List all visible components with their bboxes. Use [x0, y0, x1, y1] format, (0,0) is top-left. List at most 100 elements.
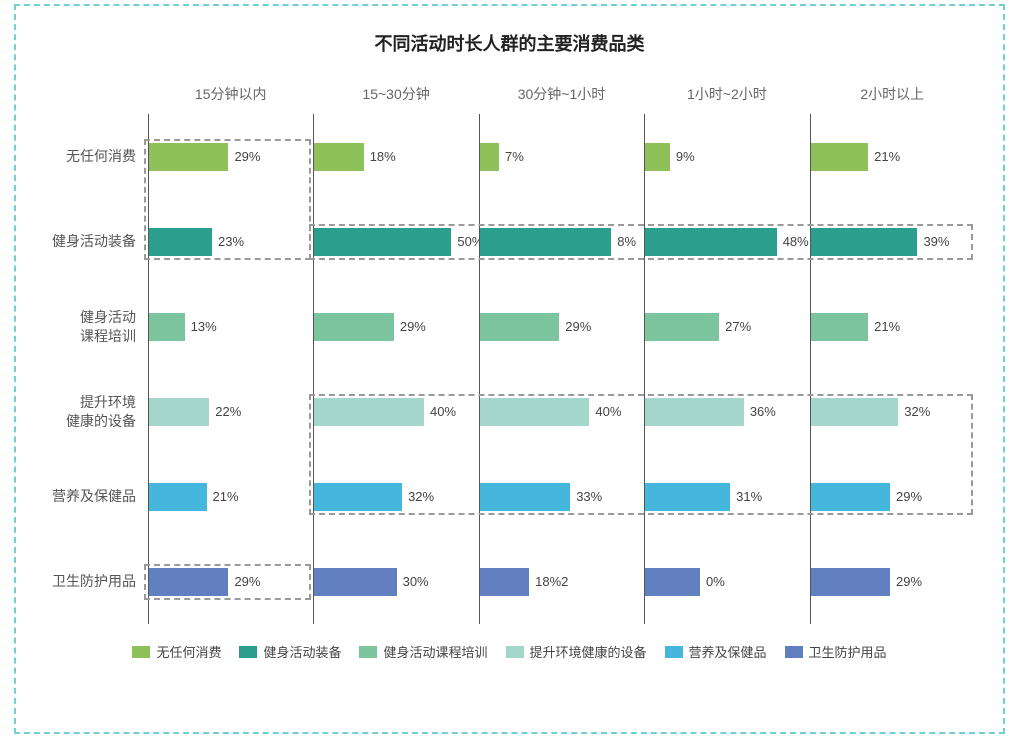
column-header: 15~30分钟 [313, 84, 478, 114]
bar-wrap: 48% [645, 228, 809, 256]
column-header: 30分钟~1小时 [479, 84, 644, 114]
chart-cell: 29% [479, 284, 644, 369]
value-label: 21% [213, 489, 239, 504]
chart-cell: 13% [148, 284, 313, 369]
value-label: 18%2 [535, 574, 568, 589]
chart-cell: 18%2 [479, 539, 644, 624]
bar [480, 483, 570, 511]
chart-cell: 22% [148, 369, 313, 454]
chart-cell: 29% [810, 539, 975, 624]
bar-wrap: 21% [149, 483, 313, 511]
value-label: 21% [874, 319, 900, 334]
value-label: 22% [215, 404, 241, 419]
bar [811, 483, 890, 511]
legend-label: 健身活动课程培训 [383, 642, 487, 661]
bar [314, 143, 363, 171]
row-label: 健身活动 课程培训 [44, 284, 148, 369]
row-label: 健身活动装备 [44, 199, 148, 284]
chart-cell: 50%4 [313, 199, 478, 284]
legend-item: 无任何消费 [132, 642, 221, 661]
legend-swatch [359, 646, 377, 658]
bar [645, 313, 719, 341]
value-label: 8% [617, 234, 636, 249]
chart-cell: 23% [148, 199, 313, 284]
value-label: 40% [595, 404, 621, 419]
legend-item: 营养及保健品 [665, 642, 767, 661]
value-label: 29% [400, 319, 426, 334]
value-label: 29% [565, 319, 591, 334]
value-label: 21% [874, 149, 900, 164]
legend-label: 无任何消费 [156, 642, 221, 661]
chart-cell: 7% [479, 114, 644, 199]
chart-cell: 27% [644, 284, 809, 369]
bar [149, 228, 212, 256]
chart-cell: 40% [313, 369, 478, 454]
chart-cell: 29% [313, 284, 478, 369]
value-label: 39% [923, 234, 949, 249]
legend-item: 卫生防护用品 [785, 642, 887, 661]
chart-grid: 15分钟以内15~30分钟30分钟~1小时1小时~2小时2小时以上无任何消费29… [44, 84, 975, 624]
bar-wrap: 32% [811, 398, 975, 426]
legend-swatch [239, 646, 257, 658]
bar [645, 228, 777, 256]
bar-wrap: 30% [314, 568, 478, 596]
bar [811, 313, 869, 341]
chart-cell: 39% [810, 199, 975, 284]
bar-wrap: 50%4 [314, 228, 478, 256]
bar [314, 483, 402, 511]
value-label: 32% [408, 489, 434, 504]
bar-wrap: 9% [645, 143, 809, 171]
bar [480, 313, 559, 341]
bar-wrap: 29% [149, 568, 313, 596]
chart-cell: 21% [148, 454, 313, 539]
legend-label: 营养及保健品 [689, 642, 767, 661]
row-label: 提升环境 健康的设备 [44, 369, 148, 454]
chart-cell: 29% [148, 539, 313, 624]
chart-cell: 29% [148, 114, 313, 199]
bar [314, 568, 396, 596]
bar-wrap: 33% [480, 483, 644, 511]
bar-wrap: 39% [811, 228, 975, 256]
value-label: 40% [430, 404, 456, 419]
value-label: 29% [896, 489, 922, 504]
chart-cell: 33% [479, 454, 644, 539]
value-label: 9% [676, 149, 695, 164]
bar [314, 313, 393, 341]
chart-cell: 48% [644, 199, 809, 284]
value-label: 31% [736, 489, 762, 504]
bar [811, 398, 899, 426]
bar [480, 398, 590, 426]
value-label: 29% [234, 149, 260, 164]
value-label: 48% [783, 234, 809, 249]
row-label: 卫生防护用品 [44, 539, 148, 624]
bar [480, 568, 529, 596]
bar-wrap: 27% [645, 313, 809, 341]
chart-cell: 30% [313, 539, 478, 624]
bar-wrap: 8% [480, 228, 644, 256]
bar [149, 398, 209, 426]
legend-swatch [132, 646, 150, 658]
bar [645, 143, 670, 171]
chart-cell: 31% [644, 454, 809, 539]
value-label: 0% [706, 574, 725, 589]
bar-wrap: 29% [811, 483, 975, 511]
legend-item: 健身活动装备 [239, 642, 341, 661]
bar-wrap: 40% [480, 398, 644, 426]
value-label: 30% [403, 574, 429, 589]
chart-cell: 32% [313, 454, 478, 539]
value-label: 13% [191, 319, 217, 334]
bar-wrap: 18%2 [480, 568, 644, 596]
value-label: 29% [896, 574, 922, 589]
bar-wrap: 21% [811, 313, 975, 341]
bar [149, 568, 228, 596]
chart-cell: 32% [810, 369, 975, 454]
legend-label: 卫生防护用品 [809, 642, 887, 661]
column-header: 2小时以上 [810, 84, 975, 114]
bar-wrap: 31% [645, 483, 809, 511]
bar-wrap: 13% [149, 313, 313, 341]
chart-cell: 36% [644, 369, 809, 454]
legend-swatch [665, 646, 683, 658]
chart-cell: 9% [644, 114, 809, 199]
legend: 无任何消费健身活动装备健身活动课程培训提升环境健康的设备营养及保健品卫生防护用品 [44, 642, 975, 661]
bar [811, 568, 890, 596]
